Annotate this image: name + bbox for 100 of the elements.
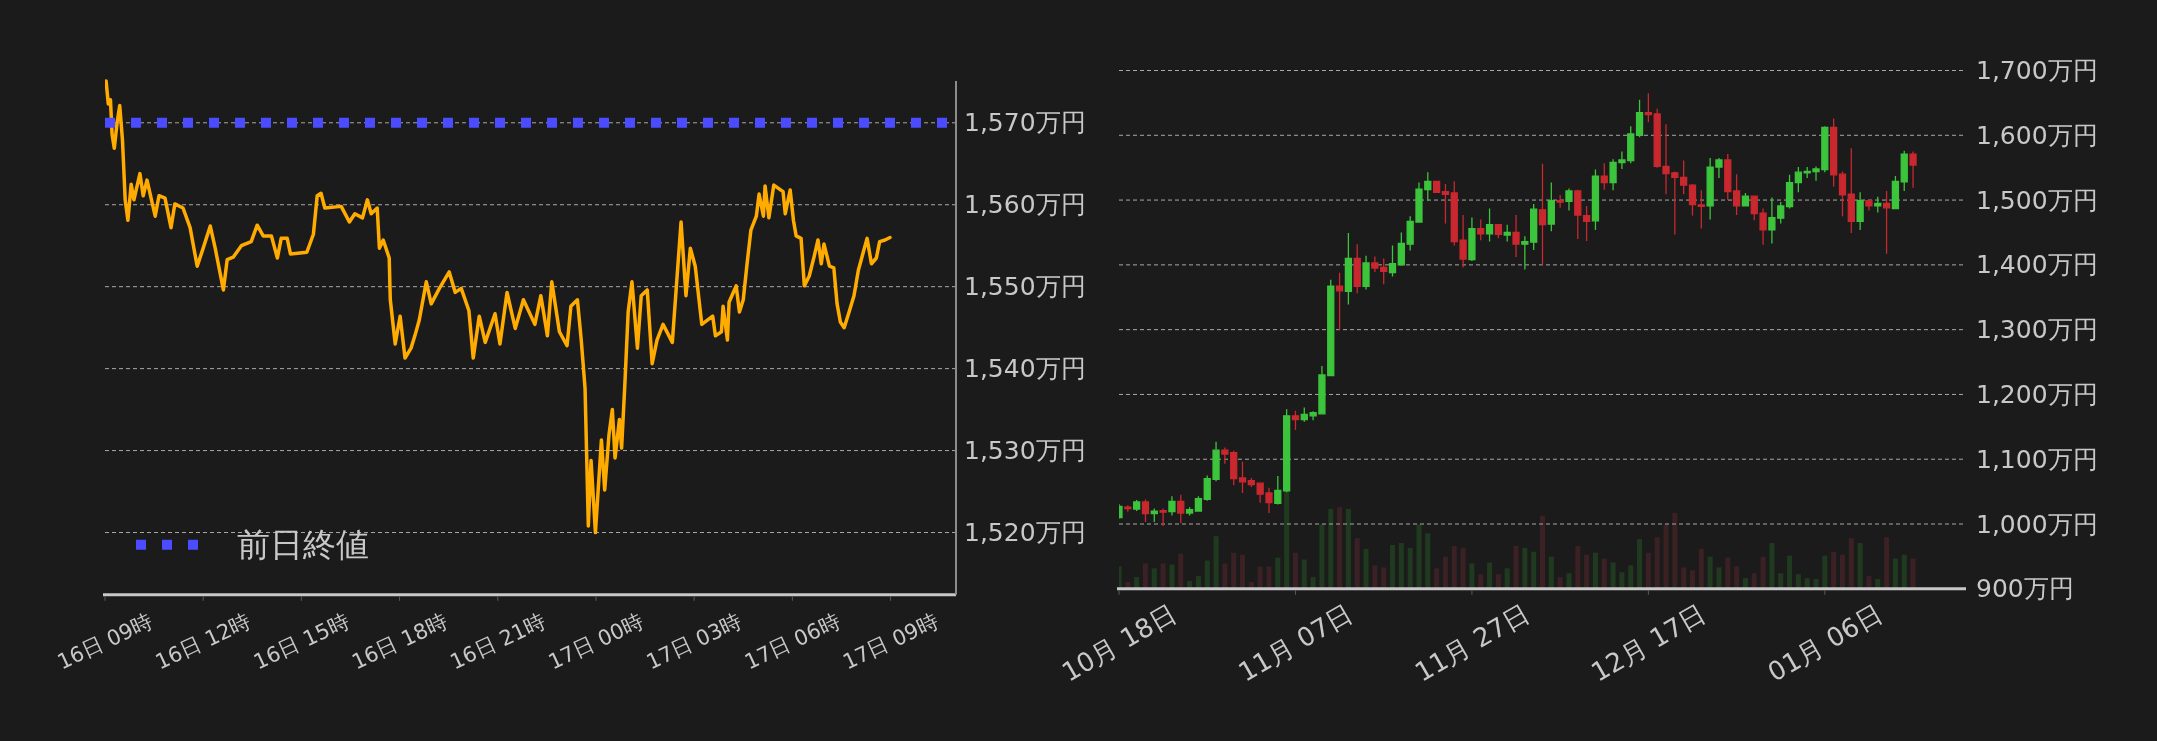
candlestick bbox=[1124, 504, 1132, 513]
legend-label: 前日終値 bbox=[237, 525, 369, 565]
candlestick bbox=[1874, 196, 1882, 214]
candlestick bbox=[1168, 495, 1176, 517]
y-tick-label: 1,700万円 bbox=[1976, 56, 2098, 85]
bar bbox=[1584, 554, 1590, 589]
bar bbox=[1689, 570, 1695, 589]
bar bbox=[1822, 555, 1828, 589]
bar bbox=[1787, 555, 1793, 589]
bar bbox=[1778, 573, 1784, 589]
bar bbox=[1839, 554, 1845, 589]
y-tick-label: 1,300万円 bbox=[1976, 315, 2098, 345]
candlestick bbox=[1847, 147, 1855, 234]
bar bbox=[1160, 563, 1166, 589]
bar bbox=[1901, 554, 1907, 589]
bar bbox=[1628, 565, 1634, 589]
bar bbox=[1592, 552, 1598, 589]
bar bbox=[1637, 539, 1643, 589]
candlestick bbox=[1882, 190, 1891, 255]
x-tick-label: 01月 06日 bbox=[1762, 598, 1888, 688]
bar bbox=[1407, 547, 1413, 589]
y-tick-label: 900万円 bbox=[1976, 574, 2074, 604]
bar bbox=[1460, 547, 1466, 589]
candlestick bbox=[1247, 477, 1255, 488]
candlestick bbox=[1785, 174, 1794, 210]
bar bbox=[1548, 556, 1554, 589]
candlestick bbox=[1591, 168, 1600, 231]
bar bbox=[1522, 547, 1528, 589]
candlestick bbox=[1697, 189, 1705, 230]
legend: 前日終値 bbox=[136, 525, 369, 565]
bar bbox=[1240, 554, 1246, 589]
bar bbox=[1354, 538, 1360, 589]
candlestick bbox=[1477, 218, 1485, 241]
bar bbox=[1610, 562, 1616, 589]
y-tick-label: 1,570万円 bbox=[964, 108, 1086, 138]
x-tick-label: 11月 27日 bbox=[1409, 598, 1535, 688]
candlestick bbox=[1177, 494, 1185, 525]
candlestick bbox=[1150, 507, 1158, 523]
candlestick bbox=[1344, 232, 1353, 306]
candlestick bbox=[1838, 170, 1847, 217]
candlestick bbox=[1556, 194, 1564, 209]
candlestick bbox=[1335, 271, 1344, 331]
bar bbox=[1390, 544, 1396, 589]
bar bbox=[1151, 568, 1157, 589]
bar bbox=[1892, 558, 1898, 589]
bar bbox=[1663, 524, 1669, 589]
bar bbox=[1751, 573, 1757, 589]
bar bbox=[1275, 557, 1281, 589]
bar bbox=[1654, 537, 1660, 589]
bar bbox=[1451, 545, 1457, 589]
y-tick-label: 1,100万円 bbox=[1976, 444, 2098, 474]
bar bbox=[1698, 548, 1704, 589]
candlestick bbox=[1432, 179, 1441, 194]
candlestick bbox=[1353, 243, 1361, 295]
bar bbox=[1769, 543, 1775, 589]
y-tick-label: 1,540万円 bbox=[964, 354, 1086, 384]
bar bbox=[1425, 533, 1431, 589]
candlestick bbox=[1485, 207, 1494, 243]
candlestick bbox=[1688, 183, 1697, 217]
candlestick bbox=[1741, 192, 1750, 208]
y-tick-label: 1,520万円 bbox=[964, 518, 1086, 548]
candlestick bbox=[1397, 231, 1405, 266]
bar bbox=[1716, 567, 1722, 589]
bar bbox=[1566, 573, 1572, 589]
candlestick bbox=[1538, 163, 1547, 266]
bar bbox=[1337, 506, 1343, 589]
bar bbox=[1381, 567, 1387, 589]
bar bbox=[1442, 556, 1448, 589]
bar bbox=[1513, 545, 1519, 589]
bar bbox=[1848, 538, 1854, 589]
candlestick bbox=[1194, 495, 1203, 513]
candlestick bbox=[1274, 475, 1282, 506]
x-tick-label: 10月 18日 bbox=[1056, 598, 1182, 688]
bar bbox=[1601, 558, 1607, 589]
candlestick bbox=[1856, 191, 1864, 231]
bar bbox=[1222, 563, 1228, 589]
x-tick-label: 12月 17日 bbox=[1586, 598, 1711, 688]
bar bbox=[1487, 562, 1493, 589]
bar bbox=[1504, 568, 1510, 589]
y-tick-label: 1,600万円 bbox=[1976, 120, 2098, 150]
candlestick bbox=[1468, 216, 1476, 262]
bar bbox=[1707, 556, 1713, 589]
candlestick bbox=[1388, 244, 1397, 278]
candlestick bbox=[1141, 498, 1150, 523]
candlestick bbox=[1830, 117, 1838, 188]
candlestick bbox=[1724, 153, 1732, 201]
bar bbox=[1575, 545, 1581, 589]
bar bbox=[1301, 559, 1307, 589]
bar bbox=[1319, 524, 1325, 589]
candlestick bbox=[1547, 181, 1555, 232]
y-tick-label: 1,500万円 bbox=[1976, 185, 2098, 215]
bar bbox=[1857, 543, 1863, 589]
bar bbox=[1257, 566, 1263, 589]
x-tick-label: 11月 07日 bbox=[1233, 598, 1358, 688]
candlestick bbox=[1909, 150, 1917, 189]
y-tick-label: 1,550万円 bbox=[964, 272, 1086, 302]
candlestick bbox=[1865, 199, 1873, 212]
bar bbox=[1231, 552, 1237, 589]
bar bbox=[1531, 551, 1537, 589]
bar bbox=[1434, 568, 1440, 589]
